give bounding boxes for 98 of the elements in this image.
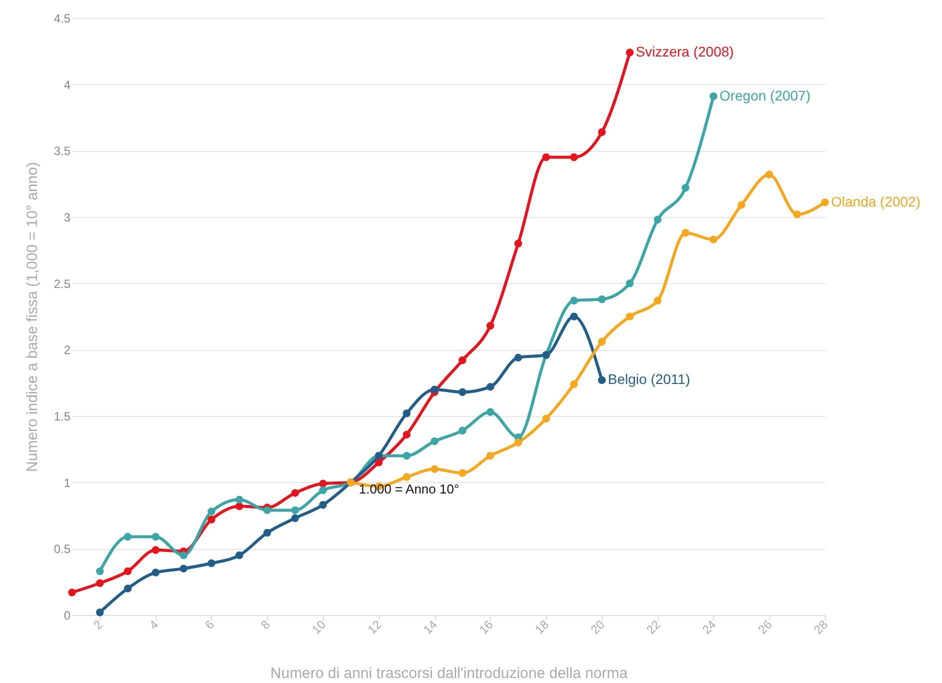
point [319, 501, 327, 509]
point [682, 184, 690, 192]
point [486, 322, 494, 330]
point [235, 551, 244, 560]
point [514, 438, 522, 446]
x-tick-label: 22 [644, 617, 664, 637]
y-tick-label: 2 [64, 343, 71, 358]
x-tick-label: 20 [588, 617, 608, 637]
point [180, 564, 188, 572]
x-tick-label: 16 [476, 617, 496, 637]
point [291, 514, 299, 522]
point [291, 506, 299, 514]
point [124, 532, 132, 541]
point [765, 170, 774, 178]
point [710, 236, 718, 244]
series-label: Belgio (2011) [608, 371, 690, 388]
point [319, 480, 327, 488]
point [737, 201, 746, 209]
point [486, 452, 494, 460]
point [626, 312, 634, 320]
y-axis-title: Numero indice a base fissa (1,000 = 10° anno) [24, 162, 41, 472]
x-tick-label: 24 [700, 617, 720, 637]
point [180, 551, 188, 560]
point [598, 338, 606, 346]
y-tick-label: 0.5 [54, 542, 71, 556]
point [458, 388, 466, 396]
x-tick-label: 8 [258, 617, 273, 632]
y-tick-label: 1.5 [54, 410, 71, 424]
point [208, 508, 216, 516]
point [402, 452, 411, 460]
point [598, 376, 606, 384]
point [96, 579, 104, 588]
point [68, 588, 76, 596]
point [793, 210, 801, 218]
x-axis-title: Numero di anni trascorsi dall'introduzione della norma [270, 665, 628, 682]
point [458, 426, 466, 434]
point [96, 567, 104, 576]
point [654, 296, 662, 304]
point [402, 473, 411, 481]
x-tick-label: 14 [420, 617, 440, 637]
point [458, 356, 466, 364]
point [542, 414, 550, 423]
point [542, 153, 550, 162]
point [570, 312, 578, 320]
point [570, 153, 578, 162]
x-tick-label: 4 [146, 617, 162, 632]
x-tick-label: 10 [309, 617, 329, 637]
point [514, 240, 522, 248]
y-tick-label: 4 [64, 78, 71, 92]
point [263, 506, 272, 514]
y-tick-label: 2.5 [54, 276, 71, 291]
point [152, 568, 160, 576]
point [235, 496, 244, 504]
point [598, 128, 606, 136]
series-label: Oregon (2007) [719, 87, 811, 104]
point [96, 608, 104, 616]
x-tick-label: 12 [364, 617, 384, 637]
point [514, 354, 522, 362]
point [208, 516, 216, 524]
point [626, 279, 634, 288]
point [430, 465, 438, 473]
point [682, 229, 690, 237]
point [486, 382, 494, 391]
y-tick-label: 3 [64, 210, 71, 224]
point [598, 295, 606, 304]
x-tick-label: 26 [755, 617, 775, 637]
series-label: Svizzera (2008) [636, 43, 734, 60]
point [319, 486, 327, 494]
point [654, 216, 662, 224]
point [291, 489, 299, 497]
y-tick-label: 3.5 [54, 144, 71, 158]
x-tick-label: 28 [811, 617, 831, 637]
point [821, 198, 829, 206]
point [235, 502, 244, 510]
y-tick-label: 4.5 [54, 12, 71, 26]
y-tick-label: 0 [64, 608, 71, 622]
point [263, 528, 272, 537]
point [710, 92, 718, 100]
point [152, 546, 160, 554]
x-tick-label: 6 [202, 617, 218, 632]
point [570, 380, 578, 388]
point [402, 409, 411, 418]
x-tick-label: 18 [532, 617, 552, 637]
point [124, 584, 132, 592]
point [626, 48, 634, 56]
point [430, 437, 438, 446]
point [570, 296, 578, 304]
point [402, 430, 411, 438]
point [486, 408, 494, 416]
series-label: Olanda (2002) [831, 193, 921, 210]
point [374, 458, 383, 466]
point [458, 469, 466, 477]
x-tick-label: 2 [90, 617, 106, 632]
point [208, 559, 216, 568]
point [124, 567, 132, 576]
point [152, 532, 160, 541]
point [430, 386, 438, 394]
y-tick-label: 1 [64, 476, 71, 490]
